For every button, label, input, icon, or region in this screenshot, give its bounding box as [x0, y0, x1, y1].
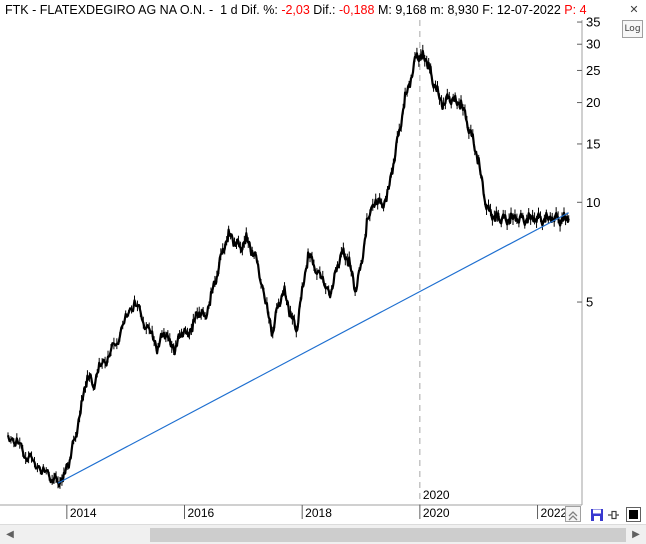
- dif-pct-value: -2,03: [281, 3, 310, 17]
- y-tick-label: 25: [586, 63, 600, 78]
- header-separator: -: [209, 3, 214, 17]
- dif-value: -0,188: [339, 3, 375, 17]
- max-value: 9,168: [395, 3, 427, 17]
- collapse-up-button[interactable]: [565, 506, 581, 522]
- security-name: FLATEXDEGIRO AG NA O.N.: [39, 3, 206, 17]
- x-tick-label: 2020: [423, 506, 450, 520]
- arrow-right-icon: ▶: [632, 529, 640, 540]
- header-separator: -: [32, 3, 37, 17]
- horizontal-scrollbar[interactable]: ◀ ▶: [0, 524, 646, 544]
- close-chart-button[interactable]: ✕: [626, 2, 642, 18]
- p-value: 4: [579, 3, 587, 17]
- trendline: [57, 212, 569, 484]
- period: 1 d: [220, 3, 238, 17]
- pin-button[interactable]: [606, 507, 620, 521]
- ticker: FTK: [5, 3, 29, 17]
- price-series-line: [6, 49, 570, 488]
- y-tick-label: 15: [586, 136, 600, 151]
- black-swatch: [629, 510, 638, 519]
- y-tick-label: 5: [586, 295, 593, 310]
- arrow-left-icon: ◀: [6, 529, 14, 540]
- y-tick-label: 35: [586, 15, 600, 30]
- min-label: m:: [430, 3, 444, 17]
- y-tick-label: 20: [586, 95, 600, 110]
- dif-pct-label: Dif. %:: [241, 3, 278, 17]
- crosshair-label: 2020: [423, 488, 450, 502]
- close-icon: ✕: [629, 3, 639, 16]
- x-tick-label: 2016: [188, 506, 215, 520]
- y-tick-label: 30: [586, 37, 600, 52]
- max-label: M:: [377, 3, 392, 17]
- scroll-left-button[interactable]: ◀: [2, 527, 18, 543]
- min-value: 8,930: [447, 3, 479, 17]
- x-tick-label: 2014: [70, 506, 97, 520]
- p-label: P:: [564, 3, 577, 17]
- x-tick-label: 2022: [541, 506, 568, 520]
- scroll-right-button[interactable]: ▶: [628, 527, 644, 543]
- pin-icon: [608, 510, 619, 520]
- chart-header: FTK - FLATEXDEGIRO AG NA O.N. - 1 d Dif.…: [5, 3, 587, 23]
- log-label: Log: [624, 24, 641, 34]
- chevron-up-icon: [568, 511, 578, 521]
- date-label: F:: [482, 3, 494, 17]
- scroll-thumb[interactable]: [150, 528, 626, 542]
- date-value: 12-07-2022: [496, 3, 561, 17]
- x-tick-label: 2018: [305, 506, 332, 520]
- crosshair-label-bg: [420, 487, 449, 502]
- floppy-disk-icon: [591, 509, 603, 521]
- save-button[interactable]: [590, 507, 604, 521]
- log-scale-toggle[interactable]: Log: [622, 20, 643, 38]
- dif-label: Dif.:: [313, 3, 336, 17]
- color-swatch-button[interactable]: [626, 507, 641, 522]
- y-tick-label: 10: [586, 195, 600, 210]
